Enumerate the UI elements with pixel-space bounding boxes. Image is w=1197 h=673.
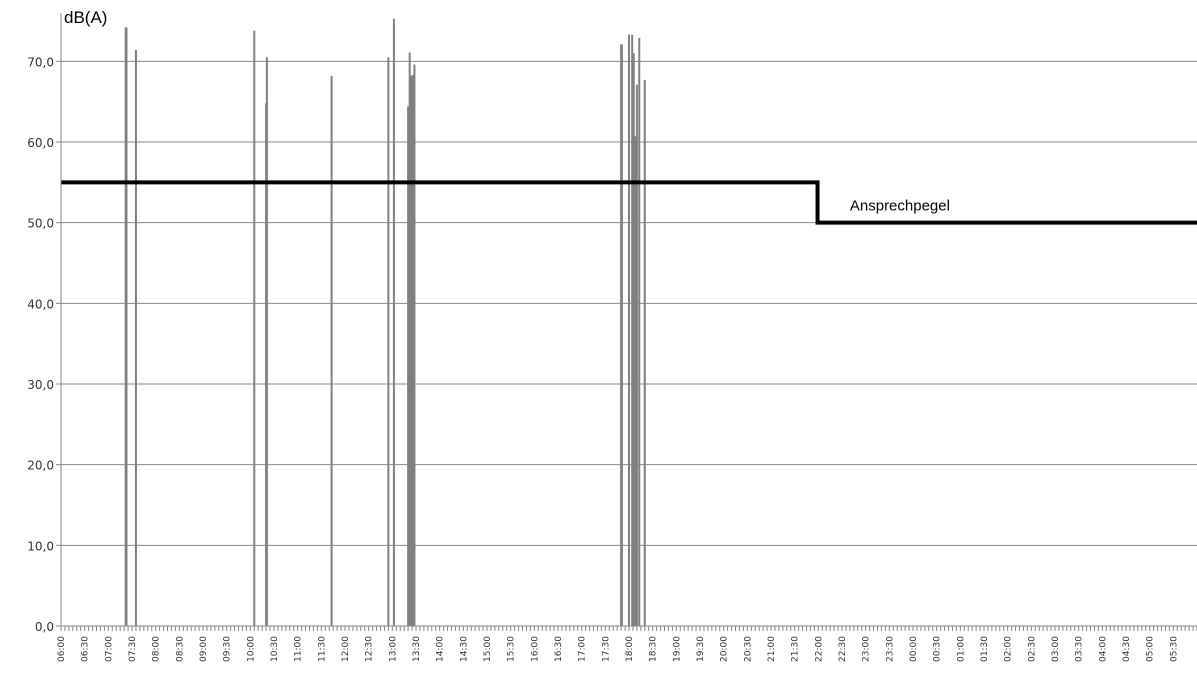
axes <box>56 13 1197 631</box>
x-tick-label: 00:00 <box>909 636 919 662</box>
x-tick-label: 12:30 <box>365 636 375 662</box>
threshold-line <box>61 180 1197 225</box>
x-tick-label: 10:30 <box>270 636 280 662</box>
x-tick-label: 05:00 <box>1146 636 1156 662</box>
x-tick-label: 21:30 <box>791 636 801 662</box>
x-tick-label: 11:00 <box>294 636 304 662</box>
event-bar <box>628 34 630 627</box>
x-tick-label: 15:00 <box>483 636 493 662</box>
event-bar <box>635 84 638 626</box>
x-tick-label: 09:00 <box>199 636 209 662</box>
x-tick-label: 18:30 <box>649 636 659 662</box>
x-tick-label: 21:00 <box>767 636 777 662</box>
x-tick-label: 20:00 <box>720 636 730 662</box>
x-tick-label: 01:00 <box>956 636 966 662</box>
x-tick-label: 02:00 <box>1004 636 1014 662</box>
x-tick-label: 06:00 <box>57 636 67 662</box>
event-bar <box>408 52 411 626</box>
x-tick-label: 05:30 <box>1169 636 1179 662</box>
x-tick-label: 13:30 <box>412 636 422 662</box>
x-tick-label: 19:00 <box>672 636 682 662</box>
threshold-series-line <box>61 180 1197 225</box>
y-tick-label: 30,0 <box>27 378 54 392</box>
event-bar <box>330 75 333 626</box>
x-tick-label: 13:00 <box>388 636 398 662</box>
event-bar <box>134 50 137 627</box>
event-bar <box>631 34 634 627</box>
event-bar <box>638 37 641 626</box>
x-tick-label: 22:30 <box>838 636 848 662</box>
y-tick-label: 40,0 <box>27 297 54 311</box>
x-tick-label: 08:00 <box>152 636 162 662</box>
x-tick-label: 02:30 <box>1027 636 1037 662</box>
x-tick-label: 17:00 <box>578 636 588 662</box>
event-bar <box>253 30 256 627</box>
x-tick-label: 07:30 <box>128 636 138 662</box>
x-tick-label: 20:30 <box>743 636 753 662</box>
x-tick-label: 19:30 <box>696 636 706 662</box>
event-bar <box>410 75 413 626</box>
x-tick-label: 10:00 <box>246 636 256 662</box>
x-tick-label: 14:00 <box>436 636 446 662</box>
x-tick-label: 15:30 <box>507 636 517 662</box>
x-tick-label: 00:30 <box>933 636 943 662</box>
x-tick-label: 23:00 <box>862 636 872 662</box>
x-tick-label: 01:30 <box>980 636 990 662</box>
x-tick-label: 06:30 <box>81 636 91 662</box>
event-bar <box>387 57 390 627</box>
x-tick-label: 23:30 <box>885 636 895 662</box>
x-tick-label: 16:30 <box>554 636 564 662</box>
x-tick-label: 03:00 <box>1051 636 1061 662</box>
x-tick-label: 11:30 <box>317 636 327 662</box>
y-axis-unit-label: dB(A) <box>64 8 107 27</box>
x-tick-label: 03:30 <box>1075 636 1085 662</box>
event-bar <box>125 27 128 627</box>
event-bar <box>411 75 414 626</box>
y-tick-label: 0,0 <box>35 620 54 634</box>
y-tick-label: 50,0 <box>27 217 54 231</box>
x-tick-labels: 06:00 06:30 07:00 07:30 08:00 08:30 09:00 09:30… <box>57 636 1179 662</box>
y-tick-label: 20,0 <box>27 459 54 473</box>
x-tick-label: 17:30 <box>601 636 611 662</box>
threshold-annotation: Ansprechpegel <box>850 198 950 215</box>
x-tick-label: 09:30 <box>223 636 233 662</box>
event-bars <box>124 18 646 627</box>
y-tick-label: 60,0 <box>27 136 54 150</box>
event-bar <box>265 57 268 627</box>
x-tick-label: 22:00 <box>814 636 824 662</box>
y-tick-label: 10,0 <box>27 539 54 553</box>
x-tick-label: 18:00 <box>625 636 635 662</box>
x-tick-label: 08:30 <box>175 636 185 662</box>
x-tick-label: 14:30 <box>459 636 469 662</box>
y-tick-labels: 0,0 10,0 20,0 30,0 40,0 50,0 60,0 70,0 <box>27 55 54 634</box>
x-tick-label: 16:00 <box>530 636 540 662</box>
event-bar <box>407 106 410 627</box>
x-tick-label: 12:00 <box>341 636 351 662</box>
x-tick-label: 04:30 <box>1122 636 1132 662</box>
y-tick-label: 70,0 <box>27 55 54 69</box>
event-bar <box>413 64 416 626</box>
x-tick-label: 04:00 <box>1098 636 1108 662</box>
event-bar <box>643 79 646 627</box>
event-bar <box>634 136 637 626</box>
x-tick-label: 07:00 <box>104 636 114 662</box>
event-bar <box>620 44 623 627</box>
event-bar <box>392 18 395 626</box>
event-bar <box>632 53 635 627</box>
